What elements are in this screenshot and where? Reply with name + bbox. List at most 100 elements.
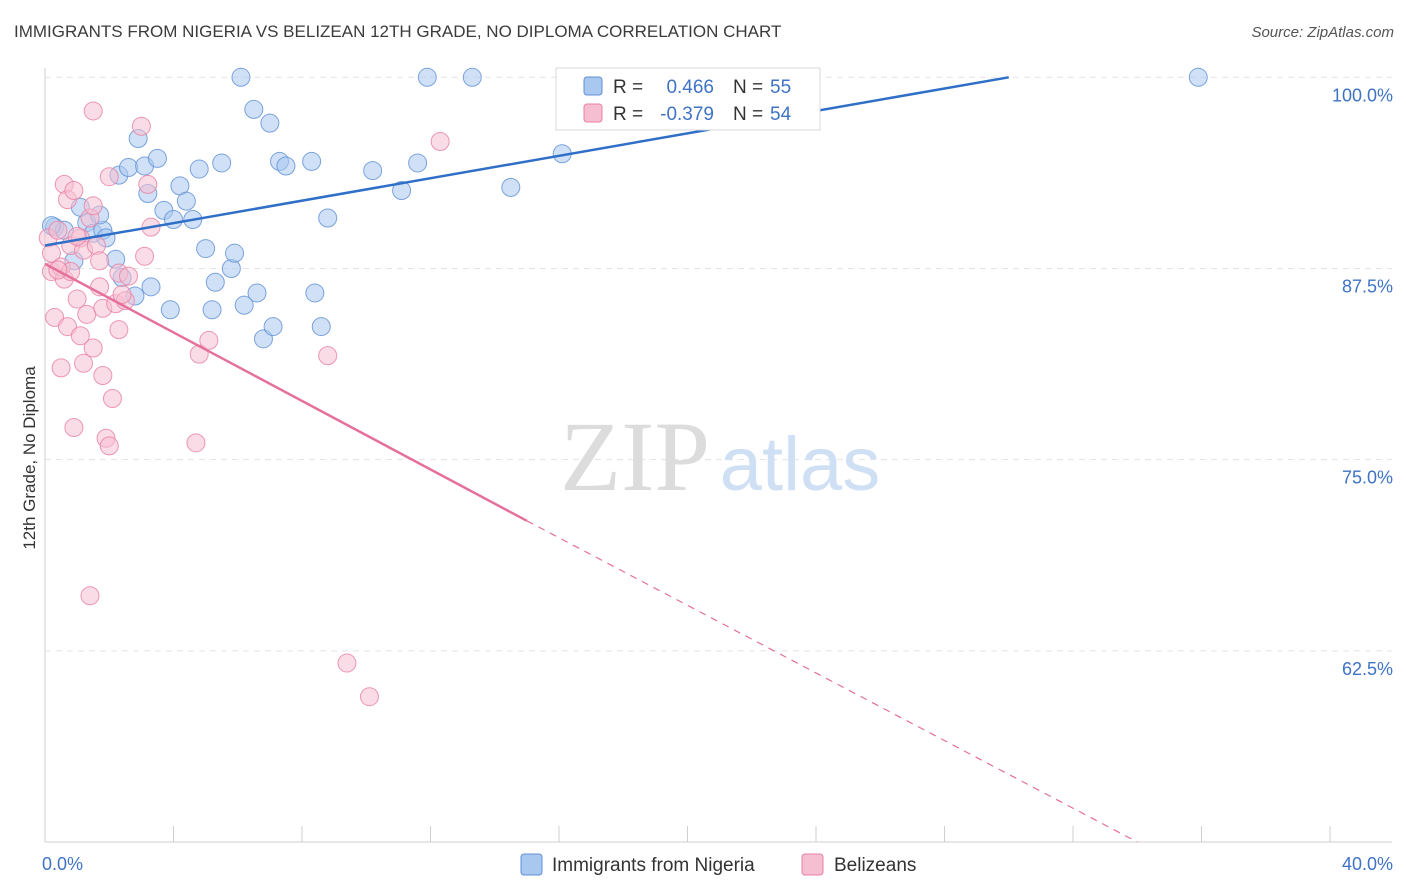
stats-n-value: 54 bbox=[770, 104, 792, 125]
nigeria-point bbox=[176, 191, 196, 211]
nigeria-point bbox=[231, 67, 251, 87]
belizean-point bbox=[109, 320, 129, 340]
belizean-point bbox=[51, 358, 71, 378]
y-tick-label: 87.5% bbox=[1342, 276, 1393, 296]
belizean-point bbox=[99, 436, 119, 456]
nigeria-point bbox=[417, 67, 437, 87]
belizean-point bbox=[430, 132, 450, 152]
nigeria-point bbox=[205, 272, 225, 292]
y-axis-label: 12th Grade, No Diploma bbox=[20, 366, 39, 550]
legend-label-nigeria: Immigrants from Nigeria bbox=[552, 855, 755, 876]
nigeria-point bbox=[212, 153, 232, 173]
belizean-trend-extension bbox=[526, 520, 1138, 843]
nigeria-point bbox=[164, 210, 183, 230]
x-tick-label-max: 40.0% bbox=[1342, 854, 1393, 874]
nigeria-point bbox=[225, 243, 245, 263]
legend-label-belizean: Belizeans bbox=[834, 855, 916, 876]
belizean-point bbox=[337, 653, 357, 673]
y-tick-label: 62.5% bbox=[1342, 659, 1393, 679]
nigeria-point bbox=[263, 317, 283, 337]
grid-layer bbox=[45, 76, 1392, 652]
nigeria-point bbox=[276, 156, 296, 176]
y-tick-label: 100.0% bbox=[1332, 85, 1393, 105]
belizean-point bbox=[45, 307, 65, 327]
belizean-point bbox=[135, 246, 155, 266]
belizean-point bbox=[57, 317, 77, 337]
nigeria-point bbox=[260, 113, 280, 133]
nigeria-point bbox=[196, 239, 216, 259]
nigeria-point bbox=[363, 161, 383, 181]
nigeria-trend-line bbox=[44, 76, 1009, 247]
stats-swatch-belizean bbox=[583, 103, 603, 123]
belizean-point bbox=[186, 433, 206, 453]
belizean-point bbox=[119, 266, 139, 286]
stats-legend: R = 0.466 N = 55 R = -0.379 N = 54 bbox=[555, 67, 821, 131]
bottom-legend: Immigrants from Nigeria Belizeans bbox=[520, 853, 916, 876]
nigeria-point bbox=[244, 99, 264, 119]
axis-layer: 62.5% 75.0% 87.5% 100.0% 0.0% 40.0% bbox=[42, 68, 1393, 874]
nigeria-point bbox=[160, 300, 180, 320]
nigeria-point bbox=[462, 67, 482, 87]
belizean-point bbox=[99, 167, 119, 187]
chart-source: Source: ZipAtlas.com bbox=[1251, 24, 1394, 41]
belizean-point bbox=[67, 289, 87, 309]
belizean-point bbox=[102, 388, 122, 408]
nigeria-point bbox=[501, 177, 521, 197]
belizean-point bbox=[90, 251, 110, 271]
nigeria-point bbox=[119, 158, 139, 178]
nigeria-point bbox=[189, 159, 209, 179]
nigeria-point bbox=[147, 148, 167, 168]
stats-r-label: R = bbox=[613, 104, 643, 125]
stats-r-value: 0.466 bbox=[666, 77, 714, 98]
nigeria-point bbox=[202, 300, 222, 320]
nigeria-point bbox=[141, 277, 161, 297]
belizean-point bbox=[48, 220, 68, 240]
belizean-point bbox=[83, 196, 103, 216]
belizean-point bbox=[318, 346, 338, 366]
belizean-point bbox=[199, 330, 219, 350]
nigeria-point bbox=[305, 283, 325, 303]
nigeria-point bbox=[408, 153, 428, 173]
nigeria-point bbox=[392, 180, 412, 200]
belizean-point bbox=[70, 326, 90, 346]
belizean-point bbox=[67, 226, 87, 246]
belizean-point bbox=[74, 353, 94, 373]
x-tick-label-min: 0.0% bbox=[42, 854, 83, 874]
y-tick-label: 75.0% bbox=[1342, 468, 1393, 488]
belizean-trend-line bbox=[44, 262, 528, 522]
belizean-point bbox=[138, 174, 158, 194]
belizean-point bbox=[83, 338, 103, 358]
belizean-point bbox=[86, 236, 106, 256]
watermark: ZIP atlas bbox=[560, 401, 880, 512]
stats-n-label: N = bbox=[733, 77, 763, 98]
belizean-point bbox=[64, 418, 84, 438]
watermark-atlas: atlas bbox=[720, 422, 881, 507]
legend-swatch-nigeria bbox=[520, 853, 543, 876]
stats-r-value: -0.379 bbox=[660, 104, 714, 125]
belizean-point bbox=[359, 687, 379, 707]
stats-n-label: N = bbox=[733, 104, 763, 125]
nigeria-point bbox=[221, 258, 241, 278]
nigeria-point bbox=[247, 283, 267, 303]
nigeria-point bbox=[311, 317, 331, 337]
stats-r-label: R = bbox=[613, 77, 643, 98]
belizean-point bbox=[80, 586, 100, 606]
chart-title: IMMIGRANTS FROM NIGERIA VS BELIZEAN 12TH… bbox=[14, 22, 782, 41]
trend-layer bbox=[44, 76, 1138, 843]
belizean-point bbox=[93, 366, 113, 386]
belizean-point bbox=[83, 101, 103, 121]
points-layer bbox=[38, 67, 1208, 707]
belizean-point bbox=[131, 116, 151, 136]
stats-swatch-nigeria bbox=[583, 76, 603, 96]
watermark-zip: ZIP bbox=[560, 401, 710, 512]
belizean-point bbox=[77, 304, 97, 324]
belizean-point bbox=[64, 180, 84, 200]
legend-swatch-belizean bbox=[801, 853, 824, 876]
nigeria-point bbox=[234, 295, 254, 315]
nigeria-point bbox=[302, 151, 322, 171]
stats-n-value: 55 bbox=[770, 77, 791, 98]
nigeria-point bbox=[1188, 67, 1208, 87]
nigeria-point bbox=[318, 208, 338, 228]
belizean-point bbox=[112, 284, 132, 304]
